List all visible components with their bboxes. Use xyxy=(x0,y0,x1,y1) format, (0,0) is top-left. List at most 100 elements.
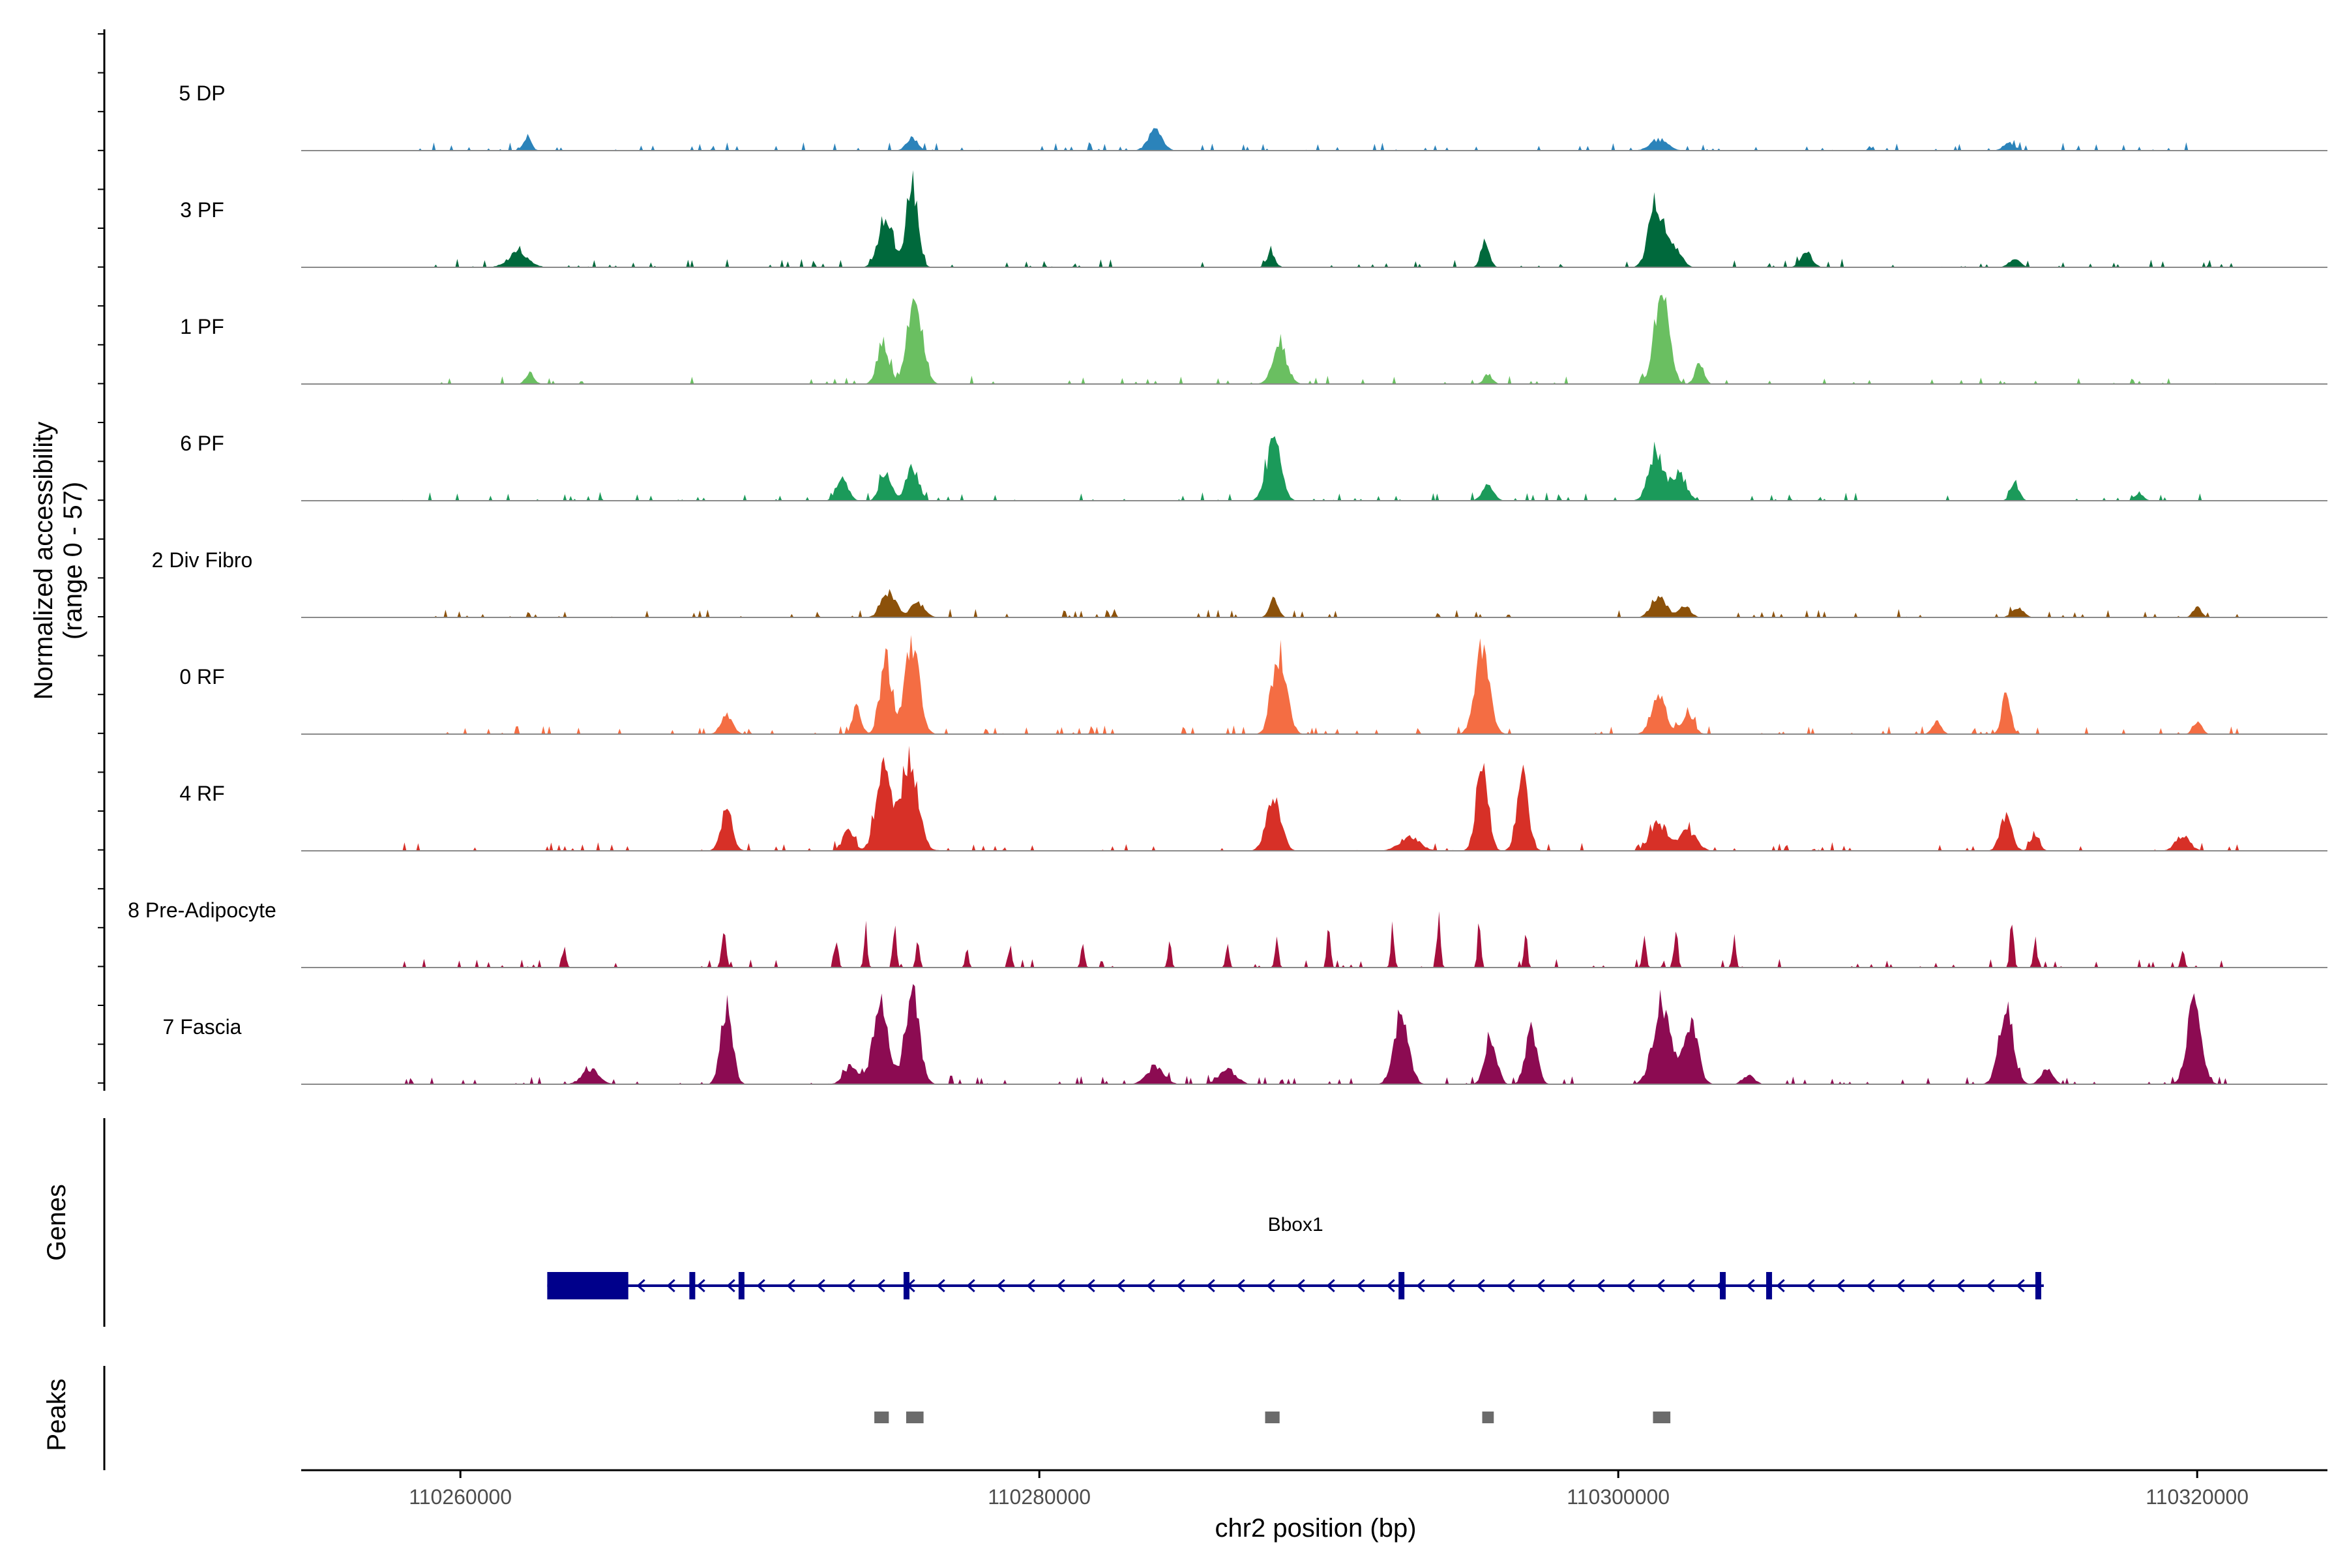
y-axis-label: Normalized accessibility xyxy=(29,422,58,700)
gene-exon xyxy=(738,1272,745,1299)
strand-arrow xyxy=(1476,1279,1485,1293)
coverage-area xyxy=(402,589,2241,617)
strand-arrow xyxy=(1866,1279,1875,1293)
strand-arrow xyxy=(1356,1279,1365,1293)
coverage-area xyxy=(402,635,2241,734)
x-axis: 110260000 110280000 110300000 110320000 xyxy=(301,1469,2327,1509)
strand-arrow xyxy=(816,1279,825,1293)
strand-arrow xyxy=(1506,1279,1515,1293)
gene-exon xyxy=(903,1272,909,1299)
strand-arrow xyxy=(1956,1279,1965,1293)
track-4-rf: 4 RF xyxy=(179,745,2327,851)
genes-track xyxy=(103,1118,2044,1327)
strand-arrow xyxy=(1596,1279,1605,1293)
track-label: 2 Div Fibro xyxy=(152,548,253,572)
strand-arrow xyxy=(1776,1279,1785,1293)
track-label: 5 DP xyxy=(179,81,225,105)
strand-arrow xyxy=(2016,1279,2025,1293)
gene-exon xyxy=(2035,1272,2041,1299)
coverage-area xyxy=(402,984,2241,1084)
track-label: 3 PF xyxy=(180,198,224,222)
peak-region xyxy=(874,1412,889,1423)
gene-exon xyxy=(689,1272,696,1299)
strand-arrow xyxy=(1326,1279,1335,1293)
gene-exon xyxy=(1766,1272,1773,1299)
strand-arrow xyxy=(1086,1279,1095,1293)
track-2-div-fibro: 2 Div Fibro xyxy=(152,548,2327,618)
strand-arrow xyxy=(1176,1279,1185,1293)
strand-arrow xyxy=(876,1279,885,1293)
strand-arrow xyxy=(936,1279,945,1293)
peaks-track-label: Peaks xyxy=(42,1378,71,1451)
coverage-area xyxy=(402,170,2241,267)
strand-arrow xyxy=(1386,1279,1395,1293)
gene-exon xyxy=(1398,1272,1405,1299)
strand-arrow xyxy=(1026,1279,1035,1293)
strand-arrow xyxy=(1746,1279,1755,1293)
strand-arrow xyxy=(1986,1279,1995,1293)
genes-track-label: Genes xyxy=(42,1184,71,1261)
strand-arrow xyxy=(906,1279,915,1293)
x-tick-label: 110280000 xyxy=(988,1485,1091,1509)
strand-arrow xyxy=(1566,1279,1575,1293)
gene-exon xyxy=(1720,1272,1726,1299)
strand-arrow xyxy=(636,1279,645,1293)
x-tick-label: 110300000 xyxy=(1567,1485,1670,1509)
track-3-pf: 3 PF xyxy=(180,170,2327,268)
strand-arrow xyxy=(1416,1279,1425,1293)
coverage-area xyxy=(402,295,2241,384)
peaks-track xyxy=(103,1366,1671,1470)
strand-arrow xyxy=(1446,1279,1455,1293)
strand-arrow xyxy=(1236,1279,1245,1293)
strand-arrow xyxy=(1206,1279,1215,1293)
strand-arrow xyxy=(966,1279,975,1293)
strand-arrow xyxy=(1626,1279,1635,1293)
track-label: 8 Pre-Adipocyte xyxy=(128,898,276,922)
track-label: 4 RF xyxy=(179,782,224,805)
x-tick-label: 110320000 xyxy=(2146,1485,2249,1509)
peak-region xyxy=(906,1412,924,1423)
strand-arrow xyxy=(756,1279,765,1293)
track-7-fascia: 7 Fascia xyxy=(163,984,2327,1085)
strand-arrow xyxy=(1836,1279,1845,1293)
strand-arrow xyxy=(846,1279,855,1293)
coverage-area xyxy=(402,436,2241,501)
track-label: 1 PF xyxy=(180,315,224,338)
coverage-tracks: 5 DP 3 PF 1 PF 6 PF 2 Div Fibro 0 RF 4 RF 8 Pre… xyxy=(128,81,2327,1085)
strand-arrow xyxy=(696,1279,705,1293)
track-6-pf: 6 PF xyxy=(180,432,2327,501)
coverage-area xyxy=(402,911,2241,968)
strand-arrow xyxy=(666,1279,675,1293)
strand-arrow xyxy=(1146,1279,1155,1293)
track-8-pre-adipocyte: 8 Pre-Adipocyte xyxy=(128,898,2327,968)
strand-arrow xyxy=(1116,1279,1125,1293)
coverage-area xyxy=(402,128,2241,151)
track-label: 7 Fascia xyxy=(163,1015,242,1039)
strand-arrow xyxy=(1296,1279,1305,1293)
x-axis-label: chr2 position (bp) xyxy=(1215,1514,1416,1543)
peak-region xyxy=(1265,1412,1280,1423)
strand-arrow xyxy=(1716,1279,1725,1293)
strand-arrow xyxy=(1686,1279,1695,1293)
track-0-rf: 0 RF xyxy=(179,635,2327,735)
track-1-pf: 1 PF xyxy=(180,295,2327,385)
coverage-area xyxy=(402,745,2241,851)
strand-arrow xyxy=(1896,1279,1905,1293)
strand-arrow xyxy=(1806,1279,1815,1293)
strand-arrow xyxy=(1536,1279,1545,1293)
track-label: 6 PF xyxy=(180,432,224,455)
strand-arrow xyxy=(1266,1279,1275,1293)
strand-arrow xyxy=(1926,1279,1935,1293)
peak-region xyxy=(1653,1412,1671,1423)
coverage-y-axis xyxy=(98,29,106,1091)
strand-arrow xyxy=(996,1279,1005,1293)
strand-arrow xyxy=(1656,1279,1665,1293)
gene-name-label: Bbox1 xyxy=(1268,1214,1323,1235)
track-5-dp: 5 DP xyxy=(179,81,2327,151)
strand-arrow xyxy=(1056,1279,1065,1293)
y-axis-range-label: (range 0 - 57) xyxy=(59,482,87,640)
gene-utr-block xyxy=(547,1272,628,1299)
peak-region xyxy=(1482,1412,1494,1423)
